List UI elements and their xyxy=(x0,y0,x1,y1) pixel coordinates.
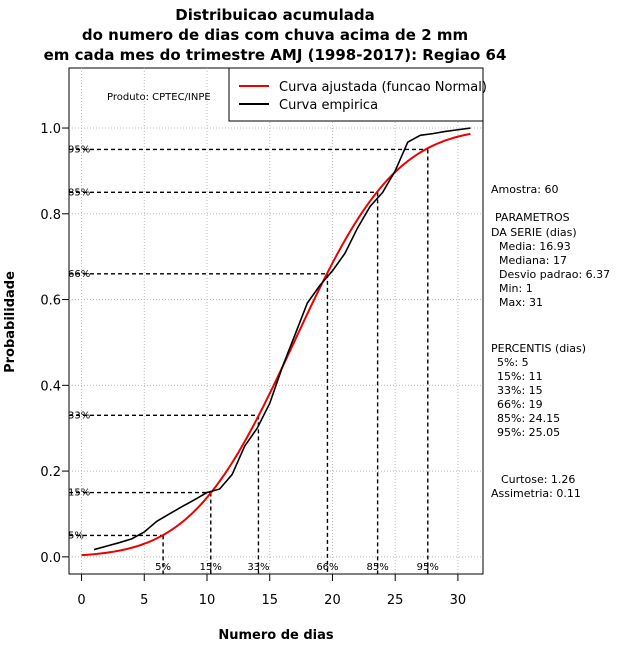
stat-kurtosis: Curtose: 1.26 xyxy=(501,473,575,486)
y-tick-label: 0.0 xyxy=(40,551,61,566)
y-tick-label: 0.8 xyxy=(40,208,61,223)
percentile-y-label: 5% xyxy=(68,530,84,541)
y-tick-label: 1.0 xyxy=(40,122,61,137)
stat-p5: 5%: 5 xyxy=(497,356,529,369)
percentile-y-label: 33% xyxy=(68,410,90,421)
axis-layer: 0 5 10 15 20 25 30 0.0 0.2 0.4 0.6 0.8 1.0 xyxy=(40,122,466,608)
x-tick-label: 30 xyxy=(450,593,467,608)
empirical-curve xyxy=(93,127,471,551)
stat-skewness: Assimetria: 0.11 xyxy=(491,487,581,500)
percentile-x-label: 33% xyxy=(247,562,269,573)
x-tick-label: 10 xyxy=(199,593,216,608)
percentile-y-label: 66% xyxy=(68,269,90,280)
percentile-x-label: 85% xyxy=(367,562,389,573)
legend-label-fitted: Curva ajustada (funcao Normal) xyxy=(279,80,487,95)
x-tick-label: 15 xyxy=(261,593,278,608)
y-tick-label: 0.4 xyxy=(40,379,61,394)
percentile-x-label: 95% xyxy=(417,562,439,573)
stat-max: Max: 31 xyxy=(499,296,543,309)
stat-p85: 85%: 24.15 xyxy=(497,412,560,425)
stat-params-header: PARAMETROS xyxy=(495,211,570,224)
x-tick-label: 25 xyxy=(387,593,404,608)
y-tick-label: 0.6 xyxy=(40,294,61,309)
chart-title-line-3: em cada mes do trimestre AMJ (1998-2017)… xyxy=(44,46,507,64)
product-label: Produto: CPTEC/INPE xyxy=(107,92,211,103)
stat-mean: Media: 16.93 xyxy=(499,240,571,253)
percentile-y-label: 95% xyxy=(68,144,90,155)
legend-label-empirical: Curva empirica xyxy=(279,98,378,113)
y-tick-label: 0.2 xyxy=(40,465,61,480)
percentile-x-label: 66% xyxy=(316,562,338,573)
x-tick-label: 0 xyxy=(77,593,85,608)
percentile-x-label: 15% xyxy=(200,562,222,573)
stat-sd: Desvio padrao: 6.37 xyxy=(499,268,610,281)
percentile-reference-lines: 5% 5% 15% 15% 33% 33% 66% 66% 85% 85% 95% 95% xyxy=(68,144,439,574)
plot-frame xyxy=(68,67,484,575)
y-axis-label: Probabilidade xyxy=(3,271,18,373)
legend-box xyxy=(228,67,484,122)
chart-title-line-1: Distribuicao acumulada xyxy=(175,6,374,24)
x-axis-label: Numero de dias xyxy=(218,628,334,643)
stat-params-subheader: DA SERIE (dias) xyxy=(491,226,577,239)
stat-median: Mediana: 17 xyxy=(499,254,567,267)
chart-title-line-2: do numero de dias com chuva acima de 2 m… xyxy=(82,26,468,44)
statistics-panel: Amostra: 60 PARAMETROS DA SERIE (dias) M… xyxy=(491,183,610,500)
percentile-y-label: 85% xyxy=(68,187,90,198)
percentile-y-label: 15% xyxy=(68,488,90,499)
x-tick-label: 20 xyxy=(324,593,341,608)
legend: Curva ajustada (funcao Normal) Curva emp… xyxy=(228,67,487,122)
stat-p95: 95%: 25.05 xyxy=(497,426,560,439)
x-tick-label: 5 xyxy=(140,593,148,608)
stat-p33: 33%: 15 xyxy=(497,384,543,397)
series-layer xyxy=(81,127,471,557)
grid-layer xyxy=(69,68,483,574)
percentile-x-label: 5% xyxy=(155,562,171,573)
fitted-normal-curve xyxy=(81,132,471,557)
stat-p15: 15%: 11 xyxy=(497,370,543,383)
stat-min: Min: 1 xyxy=(499,282,533,295)
stat-percentiles-header: PERCENTIS (dias) xyxy=(491,342,586,355)
stat-sample: Amostra: 60 xyxy=(491,183,558,196)
stat-p66: 66%: 19 xyxy=(497,398,543,411)
